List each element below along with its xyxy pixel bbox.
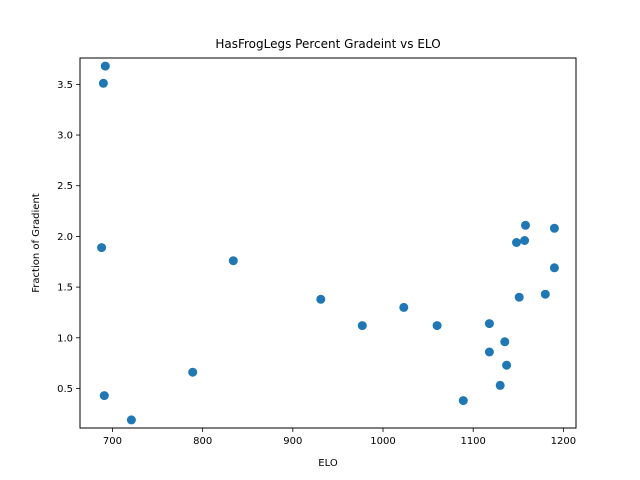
y-tick-label: 3.0: [57, 131, 73, 142]
x-tick-label: 1200: [551, 436, 576, 447]
data-point: [126, 415, 136, 425]
y-tick-label: 0.5: [57, 384, 73, 395]
x-tick-label: 800: [193, 436, 212, 447]
data-point: [399, 302, 409, 312]
x-tick-label: 700: [103, 436, 122, 447]
data-point: [549, 263, 559, 273]
data-point: [458, 396, 468, 406]
data-point: [514, 292, 524, 302]
y-tick-label: 2.0: [57, 232, 73, 243]
data-point: [521, 220, 530, 230]
plot-frame: [79, 57, 577, 429]
data-point: [520, 236, 530, 245]
data-point: [484, 347, 494, 357]
data-point: [495, 380, 505, 390]
chart-title: HasFrogLegs Percent Gradeint vs ELO: [215, 37, 440, 51]
data-point: [549, 223, 559, 233]
data-point: [228, 256, 238, 266]
data-point: [98, 78, 108, 88]
y-tick-label: 3.5: [57, 80, 73, 91]
data-point: [188, 367, 198, 377]
plot-area: [97, 61, 559, 425]
data-point: [316, 294, 326, 304]
data-point: [502, 360, 512, 370]
data-point: [432, 321, 442, 331]
y-tick-label: 1.5: [57, 283, 73, 294]
data-point: [100, 61, 110, 71]
x-tick-label: 1000: [370, 436, 395, 447]
data-point: [500, 337, 510, 347]
data-point: [357, 321, 367, 331]
x-tick-label: 900: [283, 436, 302, 447]
data-point: [512, 238, 521, 247]
data-point: [99, 391, 109, 401]
x-axis-label: ELO: [318, 458, 338, 469]
y-axis-label: Fraction of Gradient: [31, 193, 42, 293]
x-tick-label: 1100: [460, 436, 485, 447]
y-tick-label: 1.0: [57, 333, 73, 344]
data-point: [97, 243, 107, 253]
data-point: [540, 289, 550, 299]
y-axis: 0.5 1.0 1.5 2.0 2.5 3.0 3.5: [57, 80, 80, 395]
data-point: [484, 319, 494, 329]
y-tick-label: 2.5: [57, 181, 73, 192]
x-axis: 700 800 900 1000 1100 1200: [103, 428, 576, 447]
